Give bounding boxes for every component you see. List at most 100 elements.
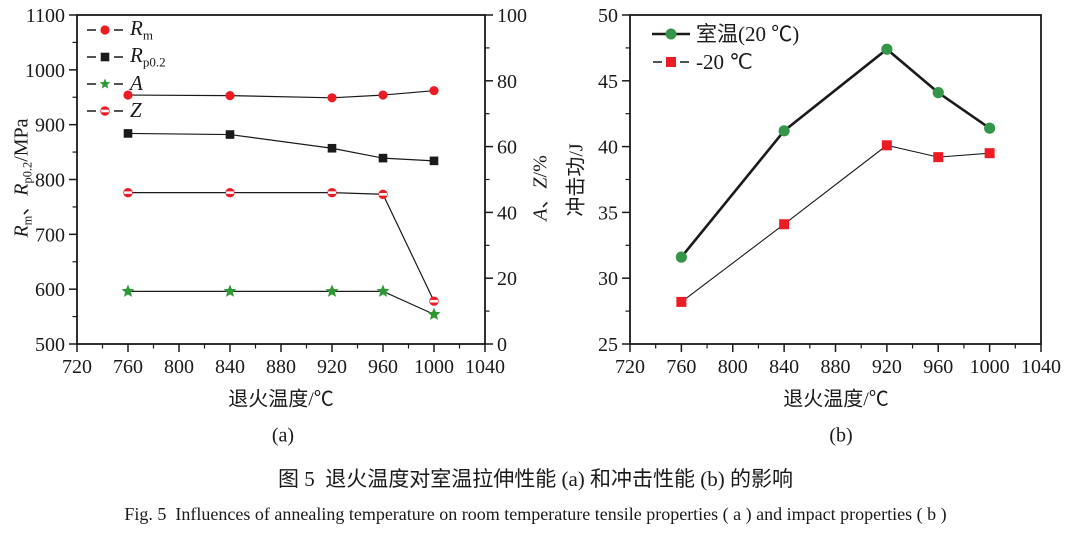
marker-square — [100, 52, 110, 61]
legend-marker-circle — [652, 28, 690, 40]
chart-a-left-axis-label: Rm、Rp0.2/MPa — [10, 118, 35, 238]
y-right-tick-label: 80 — [497, 71, 517, 93]
panel-b: 720 760 800 840 880 920 960 1000 1040 25 30 35 40 45 5… — [560, 0, 1071, 450]
x-tick-label: 760 — [666, 356, 696, 378]
x-tick-label: 1000 — [970, 356, 1010, 378]
chart-b-sublabel: (b) — [829, 424, 853, 447]
y-left-tick-label: 800 — [35, 170, 65, 192]
y-left-tick-label: 600 — [35, 279, 65, 301]
series-line — [680, 47, 991, 258]
marker-circle — [327, 93, 337, 103]
marker-square — [327, 143, 337, 153]
legend-item-Z: Z — [86, 97, 166, 124]
chart-a-x-axis-label: 退火温度/℃ — [228, 388, 334, 411]
chart-b-legend: 室温(20 ℃) -20 ℃ — [652, 20, 799, 76]
y-left-tick-label: 500 — [35, 334, 65, 356]
y-right-tick-label: 20 — [497, 268, 517, 290]
series-Rm — [123, 86, 439, 103]
series-line — [681, 144, 990, 303]
series--20℃ — [676, 140, 995, 307]
series-line — [128, 290, 435, 315]
y-right-tick-label: 40 — [497, 202, 517, 224]
chart-b-x-axis-label: 退火温度/℃ — [783, 388, 889, 411]
legend-label: A — [130, 71, 143, 95]
x-tick-label: 1040 — [465, 356, 505, 378]
x-tick-label: 1000 — [414, 356, 454, 378]
y-right-tick-label: 0 — [497, 334, 507, 356]
panel-a: 720 760 800 840 880 920 960 1000 1040 500 600 700 80… — [0, 0, 560, 450]
x-tick-label: 1040 — [1021, 356, 1061, 378]
series-line — [128, 192, 435, 302]
marker-star — [99, 78, 111, 88]
marker-square — [933, 152, 944, 163]
y-left-tick-label: 25 — [598, 334, 618, 356]
y-left-tick-label: 1100 — [26, 5, 65, 27]
chart-a-canvas: 720 760 800 840 880 920 960 1000 104050060070080… — [25, 5, 527, 378]
marker-square — [123, 129, 133, 138]
x-tick-label: 840 — [769, 356, 799, 378]
marker-circle — [675, 251, 687, 263]
marker-star — [325, 284, 339, 297]
marker-circle — [123, 90, 133, 100]
x-tick-label: 800 — [718, 356, 748, 378]
series-Z — [123, 187, 439, 306]
y-left-tick-label: 1000 — [25, 60, 65, 82]
x-tick-label: 920 — [317, 356, 347, 378]
marker-square — [429, 156, 439, 166]
y-left-tick-label: 40 — [598, 137, 618, 159]
legend-marker-square — [653, 57, 689, 67]
marker-circle — [665, 28, 677, 40]
marker-circle — [984, 122, 996, 134]
y-left-tick-label: 35 — [598, 202, 618, 224]
y-left-tick-label: 700 — [35, 224, 65, 246]
x-tick-label: 720 — [615, 356, 645, 378]
y-left-tick-label: 50 — [598, 5, 618, 27]
marker-circle — [932, 87, 944, 99]
chart-a-right-axis-label: A、Z/% — [529, 155, 552, 221]
legend-item--20℃: -20 ℃ — [652, 48, 799, 76]
legend-marker-open-circle — [87, 105, 123, 116]
x-tick-label: 880 — [266, 356, 296, 378]
marker-square — [881, 140, 892, 151]
series-line — [127, 90, 435, 99]
caption-chinese: 图 5 退火温度对室温拉伸性能 (a) 和冲击性能 (b) 的影响 — [277, 467, 794, 491]
x-tick-label: 800 — [164, 356, 194, 378]
marker-square — [779, 219, 790, 230]
legend-marker-square — [87, 52, 123, 61]
legend-label: Rp0.2 — [130, 42, 166, 70]
axes: 720 760 800 840 880 920 960 1000 104050060070080… — [25, 5, 527, 378]
marker-circle — [881, 43, 893, 55]
chart-b-canvas: 720 760 800 840 880 920 960 1000 1040 25 30 35 40 45 5… — [598, 5, 1061, 378]
axes: 720 760 800 840 880 920 960 1000 1040 25 30 35 40 45 5… — [598, 5, 1061, 378]
series-室温(20℃) — [675, 43, 996, 263]
legend-marker-circle — [87, 24, 123, 35]
y-right-tick-label: 100 — [497, 5, 527, 27]
legend-label: -20 ℃ — [696, 49, 753, 74]
chart-a-legend: Rm Rp0.2 A Z — [86, 16, 166, 124]
legend-label: 室温(20 ℃) — [696, 21, 800, 46]
marker-square — [378, 153, 388, 163]
x-tick-label: 760 — [113, 356, 143, 378]
legend-label: Z — [130, 98, 142, 122]
marker-square — [666, 57, 676, 67]
legend-item-A: A — [86, 70, 166, 97]
marker-square — [984, 148, 995, 159]
plot-frame — [76, 14, 486, 345]
series-Rp0.2 — [123, 129, 439, 166]
legend-item-Rp0.2: Rp0.2 — [86, 43, 166, 70]
marker-circle — [429, 86, 439, 96]
caption-english: Fig. 5 Influences of annealing temperatu… — [124, 504, 947, 524]
y-left-tick-label: 30 — [598, 268, 618, 290]
legend-item-室温(20℃): 室温(20 ℃) — [652, 20, 799, 48]
y-right-tick-label: 60 — [497, 137, 517, 159]
series-line — [127, 132, 435, 162]
legend-marker-star — [87, 78, 123, 88]
marker-star — [121, 284, 135, 297]
marker-circle — [378, 90, 388, 100]
x-tick-label: 960 — [368, 356, 398, 378]
marker-circle — [225, 91, 235, 101]
marker-square — [676, 296, 687, 307]
y-left-tick-label: 45 — [598, 71, 618, 93]
marker-circle — [778, 125, 790, 137]
